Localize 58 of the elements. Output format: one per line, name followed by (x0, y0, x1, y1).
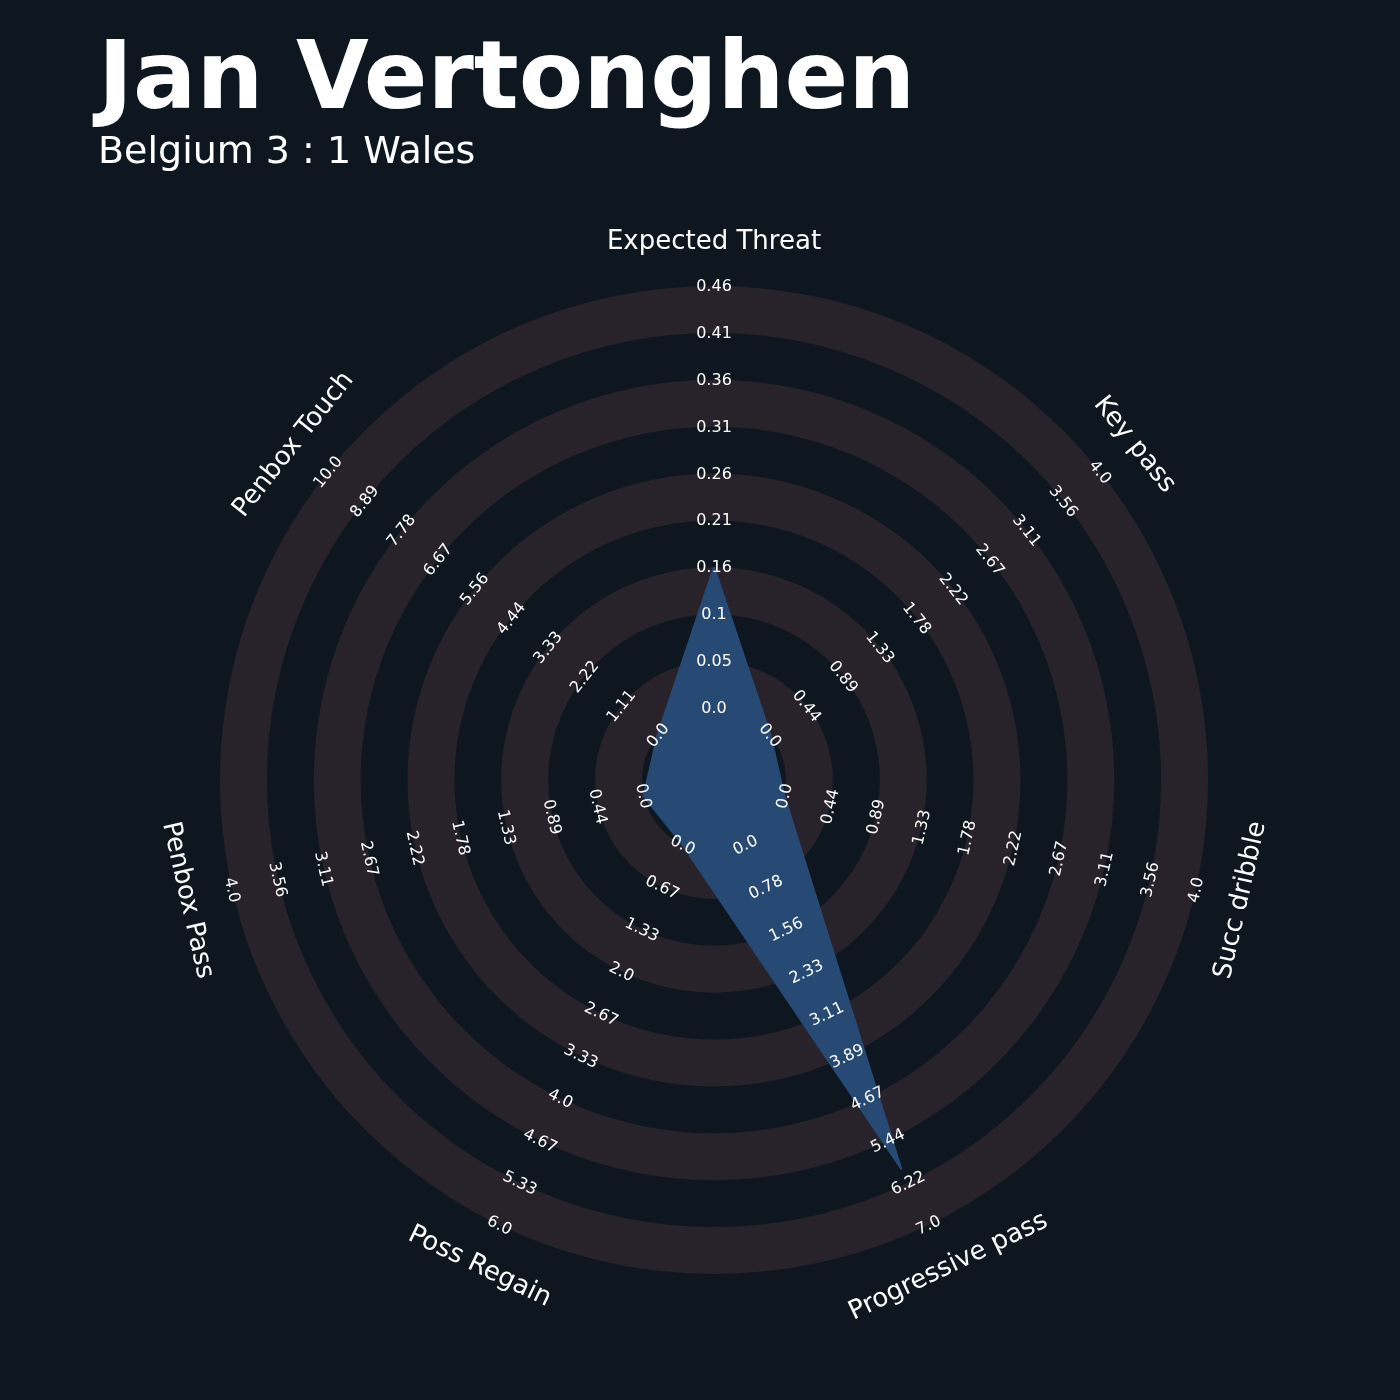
text: 2.67 (1044, 839, 1072, 878)
text: 0.0 (755, 718, 787, 751)
text: 0.21 (696, 510, 732, 530)
chart-title: Jan Vertonghen (92, 21, 916, 130)
text: 4.0 (545, 1083, 577, 1112)
text: 6.0 (484, 1210, 516, 1239)
text: 0.78 (745, 870, 786, 903)
text: 4.0 (1085, 455, 1116, 488)
text: 1.33 (907, 807, 935, 847)
text: 2.33 (785, 954, 827, 988)
text: 2.22 (999, 828, 1026, 868)
text: 1.33 (493, 807, 521, 847)
spoke-label: Succ dribble (1206, 818, 1271, 982)
text: 0.44 (585, 786, 612, 826)
text: 3.11 (311, 849, 338, 889)
text: 1.56 (765, 912, 806, 946)
text: 3.11 (1090, 849, 1117, 889)
text: 0.0 (701, 698, 727, 717)
text: 0.0 (771, 781, 796, 811)
text: 0.44 (816, 786, 843, 826)
text: 2.67 (356, 839, 384, 878)
text: 0.0 (729, 830, 761, 859)
text: 3.33 (561, 1039, 602, 1072)
chart-subtitle: Belgium 3 : 1 Wales (98, 128, 476, 172)
text: 3.89 (826, 1039, 867, 1072)
text: 0.89 (861, 797, 889, 837)
text: 0.0 (667, 830, 699, 859)
text: 0.67 (642, 870, 683, 903)
text: 1.33 (622, 912, 663, 946)
text: 0.16 (696, 557, 732, 577)
text: 5.44 (867, 1123, 908, 1157)
spoke-label: Penbox Pass (157, 818, 222, 982)
text: 4.0 (220, 875, 245, 905)
text: 0.0 (641, 718, 673, 751)
text: 2.0 (606, 957, 638, 986)
text: 5.33 (500, 1166, 541, 1199)
text: 0.31 (696, 416, 732, 436)
text: 3.56 (265, 859, 292, 899)
text: 6.22 (887, 1166, 928, 1199)
text: 0.0 (632, 781, 657, 811)
spoke-label: Expected Threat (606, 225, 822, 255)
text: 0.26 (696, 463, 732, 483)
text: 4.67 (520, 1123, 561, 1157)
text: 0.46 (696, 276, 732, 295)
text: 2.22 (402, 828, 429, 868)
text: 0.89 (539, 797, 567, 837)
text: 2.67 (581, 997, 622, 1030)
text: 7.0 (912, 1210, 944, 1239)
text: 0.41 (696, 322, 732, 342)
text: 4.0 (1183, 875, 1208, 905)
text: 0.1 (701, 604, 727, 624)
text: 0.36 (696, 369, 732, 389)
text: 3.56 (1136, 859, 1163, 899)
text: 3.11 (806, 997, 847, 1030)
text: 4.67 (846, 1081, 888, 1115)
text: 1.78 (448, 818, 475, 858)
text: 0.05 (696, 651, 732, 671)
text: 1.78 (953, 818, 980, 858)
